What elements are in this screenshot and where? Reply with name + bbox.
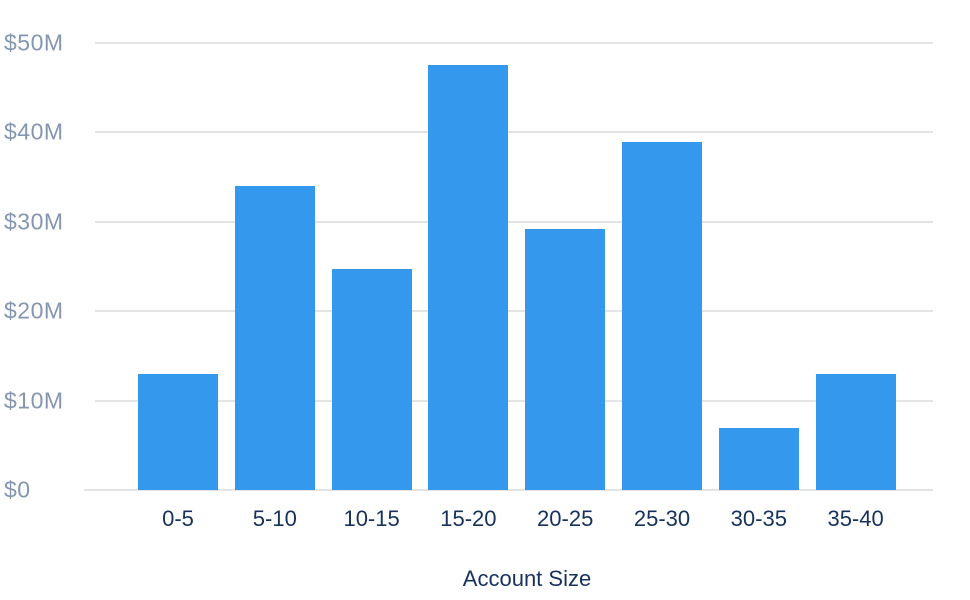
gridline-$50M xyxy=(95,42,933,44)
y-tick-label-$10M: $10M xyxy=(4,387,64,414)
gridline-$10M xyxy=(95,399,933,402)
gridline-$30M xyxy=(95,220,933,223)
y-tick-label-$30M: $30M xyxy=(4,208,64,235)
x-axis-title: Account Size xyxy=(462,566,592,591)
bar-0-5[interactable] xyxy=(138,373,218,490)
bar-5-10[interactable] xyxy=(234,186,315,490)
x-tick-label-35-40: 35-40 xyxy=(827,506,884,531)
bar-35-40[interactable] xyxy=(815,373,896,490)
gridline-$40M xyxy=(95,131,933,134)
gridline-$20M xyxy=(95,310,933,313)
bar-20-25[interactable] xyxy=(525,228,606,490)
x-tick-label-20-25: 20-25 xyxy=(537,506,594,531)
bar-10-15[interactable] xyxy=(331,269,412,490)
gridline-$0 xyxy=(84,489,933,491)
y-tick-label-$0: $0 xyxy=(4,476,31,503)
x-tick-label-0-5: 0-5 xyxy=(162,506,194,531)
x-tick-label-25-30: 25-30 xyxy=(633,506,691,531)
x-tick-label-30-35: 30-35 xyxy=(730,506,787,531)
y-tick-label-$40M: $40M xyxy=(4,118,64,145)
x-tick-label-10-15: 10-15 xyxy=(343,506,400,531)
x-tick-label-5-10: 5-10 xyxy=(252,506,297,531)
y-tick-label-$20M: $20M xyxy=(4,297,64,324)
bar-25-30[interactable] xyxy=(622,142,702,490)
bar-15-20[interactable] xyxy=(428,65,509,490)
x-tick-label-15-20: 15-20 xyxy=(440,506,497,531)
y-tick-label-$50M: $50M xyxy=(4,29,64,56)
bar-30-35[interactable] xyxy=(718,428,799,490)
